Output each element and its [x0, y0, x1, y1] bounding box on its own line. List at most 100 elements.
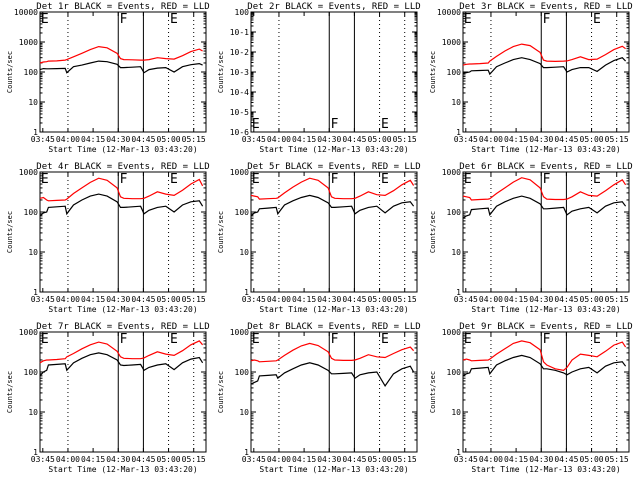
panel-title: Det 3r BLACK = Events, RED = LLD [459, 2, 632, 12]
y-tick-label: 1 [244, 448, 249, 457]
segment-flag: E [381, 332, 389, 347]
y-tick-label: 100 [235, 8, 250, 17]
y-axis-label: Counts/sec [6, 51, 14, 93]
panel-title: Det 6r BLACK = Events, RED = LLD [459, 162, 632, 172]
x-tick-label: 04:45 [342, 455, 366, 464]
y-tick-label: 1 [244, 288, 249, 297]
x-tick-label: 05:00 [368, 455, 392, 464]
x-tick-label: 03:45 [31, 135, 55, 144]
x-axis-label: Start Time (12-Mar-13 03:43:20) [48, 305, 197, 314]
y-tick-label: 1 [456, 448, 461, 457]
plot-frame [39, 331, 207, 453]
x-tick-label: 04:15 [504, 135, 528, 144]
events-series-line [39, 193, 204, 217]
x-tick-label: 03:45 [242, 455, 266, 464]
y-tick-label: 1 [456, 128, 461, 137]
y-tick-label: 100 [24, 208, 39, 217]
x-axis-label: Start Time (12-Mar-13 03:43:20) [48, 465, 197, 474]
x-tick-label: 05:15 [182, 135, 206, 144]
y-tick-label: 1000 [19, 168, 38, 177]
x-tick-label: 04:45 [554, 135, 578, 144]
y-tick-label: 1000 [442, 168, 461, 177]
lld-series-line [462, 340, 627, 371]
x-tick-label: 04:45 [131, 295, 155, 304]
y-tick-label: 10-5 [230, 108, 249, 117]
y-tick-label: 10 [28, 98, 38, 107]
x-tick-label: 04:30 [106, 135, 130, 144]
x-tick-label: 03:45 [454, 295, 478, 304]
y-tick-label: 10 [451, 248, 461, 257]
events-series-line [39, 60, 203, 74]
y-tick-label: 100 [235, 368, 250, 377]
x-tick-label: 05:15 [393, 295, 417, 304]
x-tick-label: 04:30 [529, 295, 553, 304]
segment-flag: F [120, 12, 128, 27]
plot-frame [462, 331, 630, 453]
segment-flag: E [381, 172, 389, 187]
x-tick-label: 03:45 [454, 135, 478, 144]
x-tick-label: 05:15 [393, 135, 417, 144]
x-tick-label: 04:00 [56, 295, 80, 304]
plot-frame [462, 11, 630, 133]
x-tick-label: 05:15 [605, 295, 629, 304]
segment-flag: E [593, 172, 601, 187]
y-tick-label: 1 [33, 448, 38, 457]
segment-flag: E [464, 332, 472, 347]
y-tick-label: 10000 [437, 8, 461, 17]
segment-flag: E [41, 172, 49, 187]
y-tick-label: 10-4 [230, 88, 249, 97]
x-tick-label: 05:15 [393, 455, 417, 464]
x-axis-label: Start Time (12-Mar-13 03:43:20) [259, 465, 408, 474]
lld-series-line [39, 177, 204, 202]
x-tick-label: 04:00 [56, 455, 80, 464]
x-axis-label: Start Time (12-Mar-13 03:43:20) [259, 305, 408, 314]
y-tick-label: 10-6 [230, 128, 249, 137]
events-series-line [250, 362, 415, 388]
x-tick-label: 05:15 [605, 135, 629, 144]
y-axis-label: Counts/sec [217, 371, 225, 413]
y-tick-label: 100 [24, 368, 39, 377]
y-tick-label: 100 [447, 68, 462, 77]
y-axis-label: Counts/sec [217, 211, 225, 253]
panel-title: Det 7r BLACK = Events, RED = LLD [36, 322, 209, 332]
x-tick-label: 03:45 [31, 295, 55, 304]
y-tick-label: 100 [235, 208, 250, 217]
plot-frame [250, 331, 418, 453]
x-tick-label: 04:30 [317, 295, 341, 304]
segment-flag: F [120, 172, 128, 187]
events-series-line [462, 354, 627, 377]
y-tick-label: 1 [33, 128, 38, 137]
lld-series-line [250, 342, 415, 363]
y-tick-label: 1000 [19, 328, 38, 337]
y-tick-label: 1000 [230, 328, 249, 337]
x-tick-label: 04:30 [529, 455, 553, 464]
x-tick-label: 04:30 [106, 455, 130, 464]
x-tick-label: 03:45 [242, 135, 266, 144]
x-tick-label: 04:00 [267, 135, 291, 144]
x-tick-label: 04:00 [479, 295, 503, 304]
y-tick-label: 1 [33, 288, 38, 297]
y-tick-label: 10 [451, 98, 461, 107]
y-tick-label: 100 [447, 208, 462, 217]
y-tick-label: 1 [456, 288, 461, 297]
x-tick-label: 04:15 [81, 455, 105, 464]
x-tick-label: 05:15 [182, 295, 206, 304]
events-series-line [462, 57, 627, 76]
segment-flag: E [252, 172, 260, 187]
x-axis-label: Start Time (12-Mar-13 03:43:20) [471, 465, 620, 474]
lld-series-line [250, 177, 415, 200]
segment-flag: E [252, 117, 260, 132]
x-tick-label: 03:45 [31, 455, 55, 464]
y-axis-label: Counts/sec [429, 371, 437, 413]
panel-title: Det 1r BLACK = Events, RED = LLD [36, 2, 209, 12]
y-tick-label: 10000 [14, 8, 38, 17]
segment-flag: E [252, 332, 260, 347]
x-tick-label: 03:45 [454, 455, 478, 464]
x-tick-label: 04:15 [292, 295, 316, 304]
segment-flag: E [381, 117, 389, 132]
